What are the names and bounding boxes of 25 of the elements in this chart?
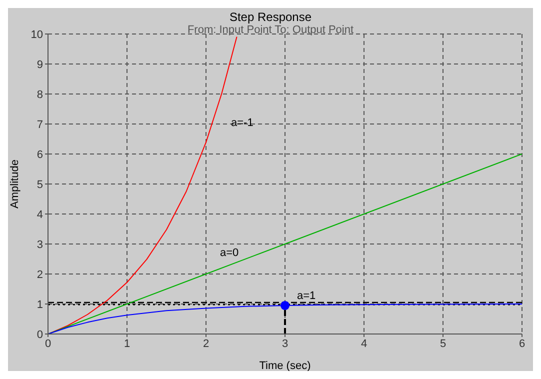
y-tick-label: 7 (36, 118, 43, 131)
x-tick-label: 2 (202, 338, 210, 350)
x-tick-label: 0 (44, 338, 52, 350)
chart-subtitle: From: Input Point To: Output Point (187, 24, 354, 36)
x-axis-title: Time (sec) (259, 360, 311, 372)
y-axis-title: Amplitude (8, 160, 21, 208)
y-tick-label: 9 (36, 58, 43, 71)
annotation: a=1 (297, 290, 316, 302)
x-tick-label: 4 (360, 338, 368, 350)
y-tick-label: 1 (36, 298, 43, 311)
y-tick-label: 2 (36, 268, 43, 281)
y-tick-label: 5 (36, 178, 43, 191)
y-tick-label: 0 (36, 328, 43, 341)
annotation: a=-1 (231, 117, 254, 129)
y-tick-label: 3 (36, 238, 43, 251)
y-tick-label: 6 (36, 148, 43, 161)
x-tick-label: 1 (124, 338, 130, 350)
y-tick-label: 10 (30, 28, 43, 41)
x-tick-label: 3 (282, 338, 288, 350)
x-tick-label: 5 (440, 338, 446, 350)
y-tick-label: 8 (36, 88, 43, 101)
annotation: a=0 (220, 247, 239, 259)
chart-title: Step Response (228, 10, 313, 24)
y-tick-label: 4 (36, 208, 43, 221)
x-tick-label: 6 (518, 338, 526, 350)
